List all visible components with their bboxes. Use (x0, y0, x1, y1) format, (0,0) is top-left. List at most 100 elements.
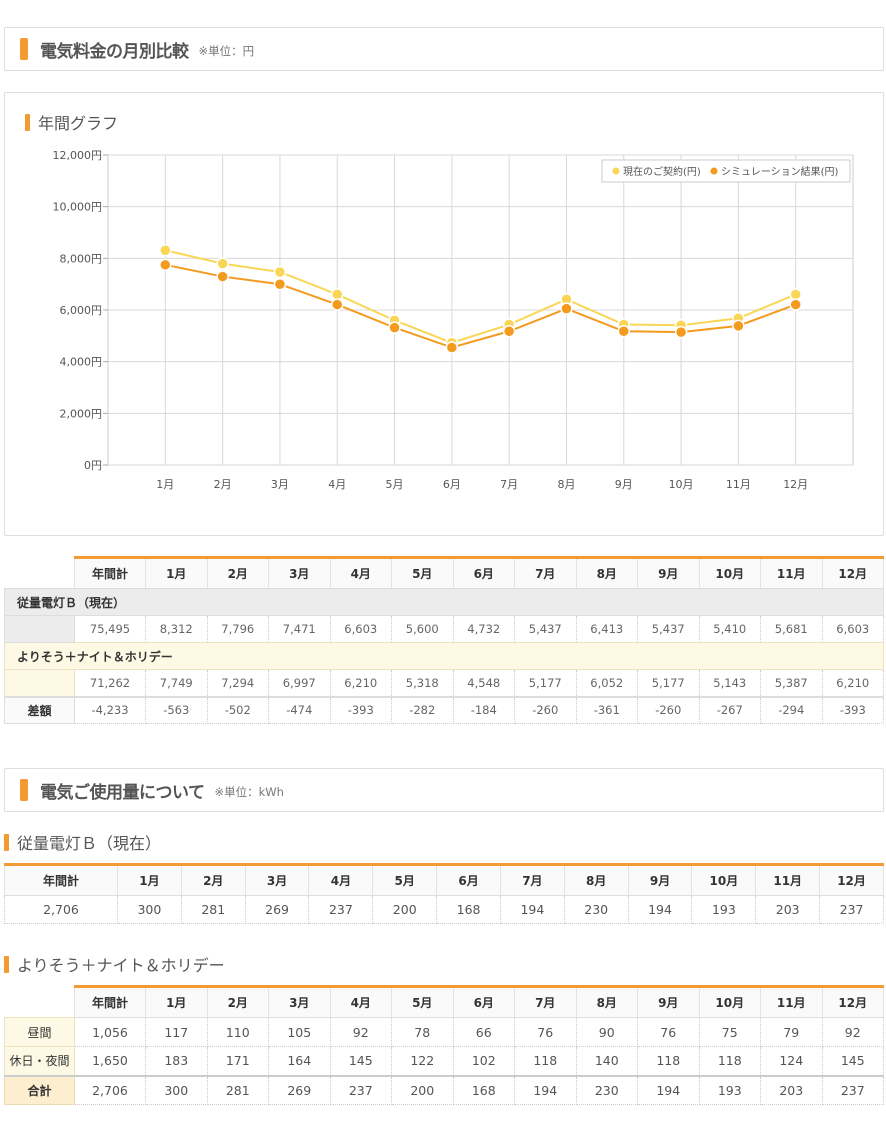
table-header-row: 年間計 1月 2月 3月 4月 5月 6月 7月 8月 9月 10月 11月 1… (5, 556, 884, 589)
diff-cell: -184 (452, 695, 515, 724)
header-cell: 11月 (755, 863, 821, 896)
x-tick-label: 4月 (328, 478, 346, 491)
value-cell: 8,312 (145, 615, 208, 643)
plan-current-label: 従量電灯Ｂ（現在） (4, 588, 884, 616)
header-cell: 年間計 (74, 556, 146, 589)
usage-current-title: 従量電灯Ｂ（現在） (17, 834, 162, 853)
value-cell: 230 (563, 895, 629, 924)
data-point-s2 (560, 302, 573, 315)
diff-cell: -393 (821, 695, 884, 724)
header-cell: 6月 (452, 985, 515, 1018)
value-cell: 203 (755, 895, 821, 924)
diff-cell: -260 (514, 695, 577, 724)
x-tick-label: 7月 (500, 478, 518, 491)
header-cell: 年間計 (4, 863, 118, 896)
diff-cell: -260 (637, 695, 700, 724)
value-cell: 110 (206, 1017, 269, 1047)
legend-marker (710, 167, 718, 175)
heading-accent-bar (20, 779, 28, 801)
data-point-s2 (617, 325, 631, 338)
value-cell: 6,210 (821, 669, 884, 697)
value-cell: 5,177 (514, 669, 577, 697)
plan-sim-label-row: よりそう＋ナイト＆ホリデー (4, 642, 884, 670)
diff-cell: -361 (575, 695, 638, 724)
value-cell: 122 (391, 1046, 454, 1076)
value-cell: 145 (821, 1046, 884, 1076)
row-side-cell (4, 669, 75, 697)
header-cell: 4月 (329, 556, 392, 589)
x-tick-label: 1月 (156, 478, 174, 491)
value-cell: 5,143 (698, 669, 761, 697)
header-cell: 10月 (698, 556, 761, 589)
graph-panel: 年間グラフ 0円 2,000円 4,000円 6,000円 8,000円 10,000円 1… (4, 92, 884, 536)
value-cell: 124 (760, 1046, 823, 1076)
table-row-total: 合計 2,706 300 281 269 237 200 168 194 230… (4, 1074, 884, 1105)
value-cell: 118 (698, 1046, 761, 1076)
value-cell: 6,210 (329, 669, 392, 697)
y-tick-label: 2,000円 (60, 407, 103, 420)
header-cell: 1月 (145, 556, 208, 589)
x-tick-label: 5月 (386, 478, 404, 491)
value-cell: 6,997 (268, 669, 331, 697)
value-cell: 5,437 (637, 615, 700, 643)
header-blank (5, 987, 75, 1018)
header-cell: 8月 (563, 863, 629, 896)
value-cell: 105 (268, 1017, 331, 1047)
data-point-s2 (273, 277, 287, 291)
value-cell: 203 (760, 1074, 823, 1105)
value-cell: 5,600 (391, 615, 454, 643)
value-cell: 7,294 (206, 669, 269, 697)
y-tick-label: 4,000円 (60, 356, 103, 369)
value-cell: 171 (206, 1046, 269, 1076)
value-cell: 194 (627, 895, 693, 924)
data-point-s2 (216, 270, 229, 283)
plan-sim-label: よりそう＋ナイト＆ホリデー (4, 642, 884, 670)
x-tick-label: 12月 (783, 478, 808, 491)
value-cell: 168 (452, 1074, 515, 1105)
diff-cell: -4,233 (74, 695, 146, 724)
value-cell: 90 (575, 1017, 638, 1047)
value-cell: 2,706 (74, 1074, 146, 1105)
value-cell: 237 (308, 895, 374, 924)
data-point-s2 (789, 298, 802, 311)
heading-accent-bar (20, 38, 28, 60)
diff-cell: -294 (760, 695, 823, 724)
value-cell: 281 (206, 1074, 269, 1105)
value-cell: 75 (698, 1017, 761, 1047)
header-cell: 12月 (821, 556, 884, 589)
header-cell: 3月 (268, 985, 331, 1018)
value-cell: 92 (329, 1017, 392, 1047)
value-cell: 145 (329, 1046, 392, 1076)
x-tick-label: 11月 (726, 478, 751, 491)
value-cell: 66 (452, 1017, 515, 1047)
header-cell: 3月 (268, 556, 331, 589)
heading-accent-bar (4, 833, 9, 851)
header-cell: 9月 (637, 556, 700, 589)
value-cell: 92 (821, 1017, 884, 1047)
x-tick-label: 8月 (557, 478, 575, 491)
header-cell: 1月 (145, 985, 208, 1018)
header-cell: 8月 (575, 985, 638, 1018)
value-cell: 76 (637, 1017, 700, 1047)
plan-sim-values-row: 71,262 7,749 7,294 6,997 6,210 5,318 4,5… (4, 669, 884, 697)
value-cell: 6,603 (821, 615, 884, 643)
header-cell: 12月 (821, 985, 884, 1018)
header-cell: 4月 (308, 863, 374, 896)
row-side-cell (4, 615, 75, 643)
header-cell: 7月 (514, 556, 577, 589)
section-title: 電気料金の月別比較 (40, 41, 189, 62)
y-tick-label: 8,000円 (60, 252, 103, 265)
value-cell: 2,706 (4, 895, 118, 924)
value-cell: 183 (145, 1046, 208, 1076)
x-tick-label: 9月 (615, 478, 633, 491)
value-cell: 237 (819, 895, 884, 924)
y-tick-label: 0円 (84, 459, 102, 472)
value-cell: 5,177 (637, 669, 700, 697)
header-cell: 5月 (391, 985, 454, 1018)
value-cell: 78 (391, 1017, 454, 1047)
value-cell: 5,681 (760, 615, 823, 643)
data-point-s2 (330, 298, 344, 311)
legend-box (601, 159, 851, 183)
value-cell: 7,796 (206, 615, 269, 643)
data-point-s1 (216, 257, 229, 270)
